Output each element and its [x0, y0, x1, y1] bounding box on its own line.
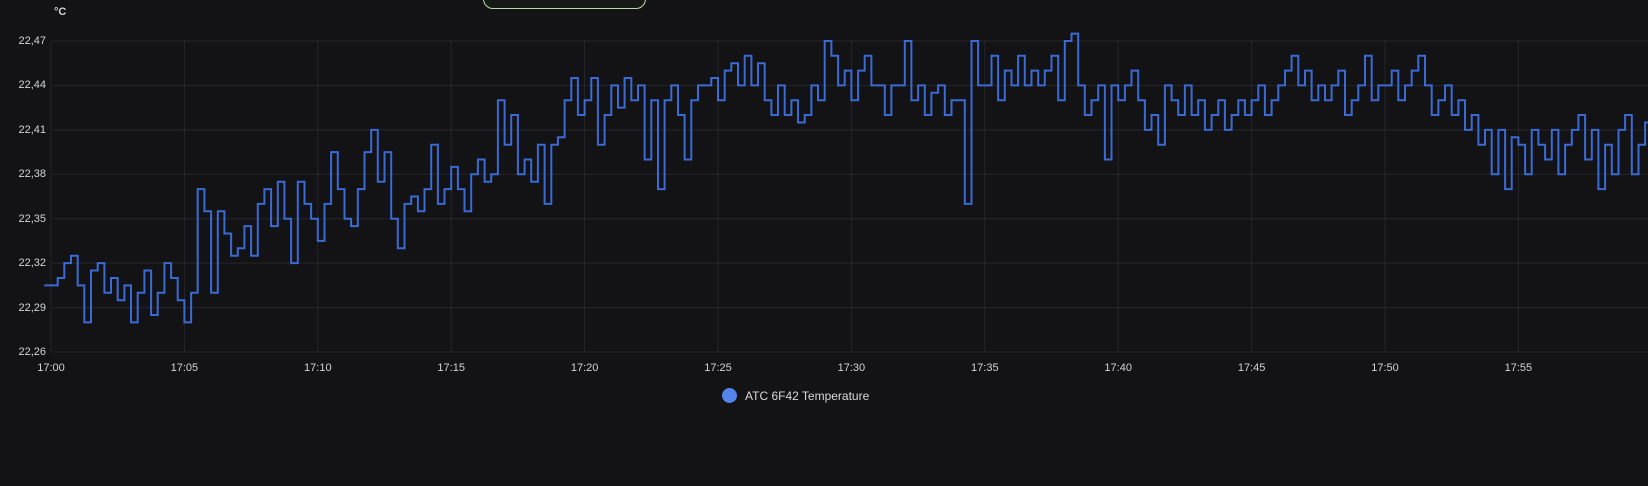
legend-series-label: ATC 6F42 Temperature [745, 388, 870, 403]
x-axis-tick-label: 17:10 [304, 362, 332, 374]
x-axis-tick-label: 17:00 [37, 362, 65, 374]
y-axis-unit-label: °C [54, 6, 67, 18]
x-axis-tick-label: 17:15 [437, 362, 465, 374]
series-step-line[interactable] [44, 32, 1648, 324]
x-axis-tick-label: 17:40 [1104, 362, 1132, 374]
y-axis-tick-label: 22,41 [18, 123, 46, 136]
legend-series-dot-icon [722, 388, 737, 403]
x-axis-tick-label: 17:35 [971, 362, 999, 374]
x-axis-tick-label: 17:30 [837, 362, 866, 374]
x-axis-tick-label: 17:05 [170, 362, 199, 374]
y-axis-tick-label: 22,44 [18, 79, 46, 92]
legend-item-atc-6f42-temperature[interactable]: ATC 6F42 Temperature [722, 388, 869, 403]
y-axis-tick-label: 22,38 [18, 168, 46, 181]
x-axis-tick-label: 17:25 [704, 362, 732, 374]
y-axis-tick-label: 22,32 [18, 257, 46, 270]
y-axis-tick-label: 22,35 [18, 212, 46, 225]
x-axis-tick-label: 17:45 [1237, 362, 1266, 374]
y-axis-tick-label: 22,29 [18, 301, 46, 314]
x-axis-tick-label: 17:55 [1504, 362, 1533, 374]
y-axis-tick-label: 22,26 [18, 346, 46, 358]
x-axis-tick-label: 17:50 [1371, 362, 1399, 374]
y-axis-tick-label: 22,47 [18, 35, 46, 47]
x-axis-tick-label: 17:20 [570, 362, 599, 374]
